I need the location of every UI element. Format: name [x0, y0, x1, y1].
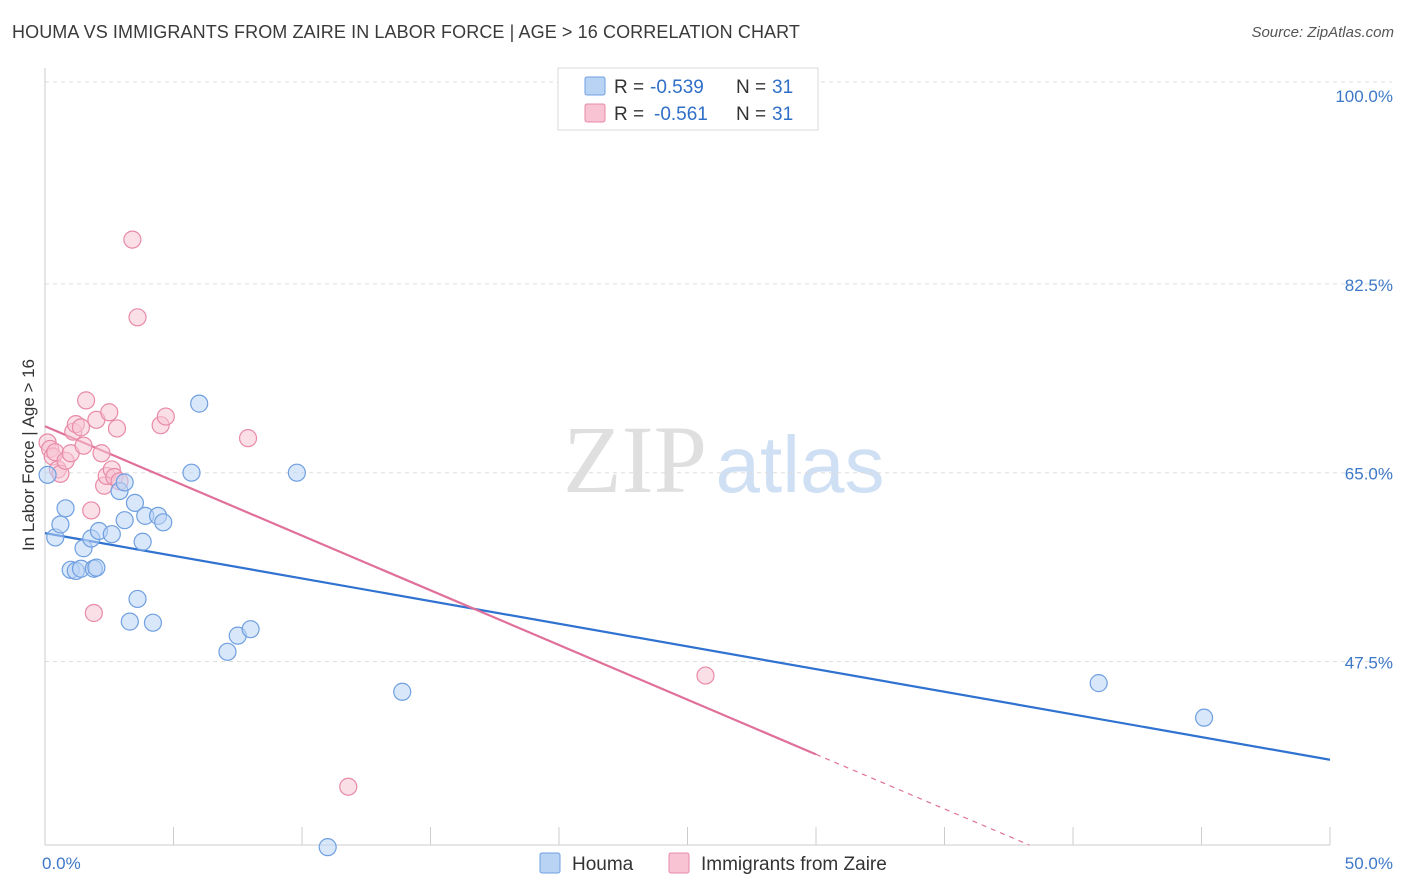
houma-point: [1194, 708, 1214, 727]
zaire-point: [696, 666, 715, 685]
houma-point: [120, 612, 139, 631]
houma-point: [154, 513, 173, 532]
houma-point: [190, 394, 209, 413]
houma-trend-line: [44, 532, 1331, 761]
zaire-series-label: Immigrants from Zaire: [701, 854, 887, 875]
houma-point: [125, 493, 145, 513]
y-tick-label: 47.5%: [1345, 654, 1393, 673]
houma-point: [115, 473, 134, 492]
houma-point: [51, 515, 70, 534]
y-tick-label: 82.5%: [1345, 276, 1393, 295]
zaire-series-swatch: [668, 852, 690, 874]
houma-point: [87, 558, 106, 577]
zaire-point: [74, 436, 93, 455]
chart-title: HOUMA VS IMMIGRANTS FROM ZAIRE IN LABOR …: [12, 22, 801, 42]
houma-series-swatch: [539, 852, 561, 874]
zaire-point: [100, 403, 119, 422]
houma-n-label: N =: [736, 77, 766, 98]
houma-n-value: 31: [772, 77, 793, 98]
y-tick-labels: 47.5% 65.0% 82.5% 100.0%: [1335, 87, 1393, 673]
houma-point: [287, 463, 306, 482]
zaire-trend-line-extension: [815, 753, 1030, 846]
houma-point: [128, 589, 147, 609]
houma-legend-swatch: [584, 76, 606, 96]
zaire-point: [92, 444, 111, 463]
houma-point: [182, 463, 201, 482]
zaire-trend-line: [44, 425, 817, 756]
source-label: Source: ZipAtlas.com: [1251, 24, 1394, 41]
watermark-zip: ZIP: [563, 406, 707, 513]
houma-r-value: -0.539: [650, 77, 704, 98]
zaire-n-label: N =: [736, 104, 766, 125]
stats-legend: R = -0.539 N = 31 R = -0.561 N = 31: [557, 67, 819, 131]
zaire-point: [238, 429, 258, 448]
houma-point: [1089, 674, 1108, 693]
gridlines: [45, 81, 1392, 663]
houma-point: [218, 642, 237, 661]
zaire-point: [339, 777, 358, 796]
series-legend: Houma Immigrants from Zaire: [539, 852, 887, 875]
y-tick-label: 65.0%: [1345, 465, 1393, 484]
zaire-point: [82, 501, 101, 520]
houma-point: [133, 532, 152, 551]
watermark-atlas: atlas: [716, 420, 885, 509]
zaire-point: [123, 230, 142, 249]
x-tick-label-min: 0.0%: [42, 854, 81, 873]
houma-point: [38, 465, 57, 484]
zaire-r-label: R =: [614, 104, 644, 125]
scatter-points: [38, 230, 1214, 857]
y-tick-label: 100.0%: [1335, 87, 1393, 106]
zaire-point: [77, 391, 96, 410]
watermark: ZIP atlas: [563, 406, 884, 513]
houma-point: [393, 682, 412, 701]
houma-point: [56, 499, 75, 518]
zaire-r-value: -0.561: [654, 104, 708, 125]
zaire-n-value: 31: [772, 104, 793, 125]
houma-series-label: Houma: [572, 854, 634, 875]
trend-lines: [44, 425, 1331, 846]
x-tick-labels: 0.0% 50.0%: [42, 854, 1393, 873]
houma-point: [115, 511, 134, 530]
houma-r-label: R =: [614, 77, 644, 98]
houma-point: [241, 620, 260, 639]
houma-point: [318, 838, 337, 857]
zaire-point: [71, 418, 91, 437]
y-axis-label: In Labor Force | Age > 16: [19, 359, 38, 551]
houma-point: [143, 613, 163, 632]
zaire-point: [107, 419, 127, 438]
zaire-point: [156, 407, 175, 426]
houma-point: [102, 525, 121, 544]
zaire-point: [84, 603, 103, 623]
zaire-point: [128, 308, 147, 327]
x-tick-label-max: 50.0%: [1345, 854, 1393, 873]
zaire-legend-swatch: [584, 103, 606, 123]
